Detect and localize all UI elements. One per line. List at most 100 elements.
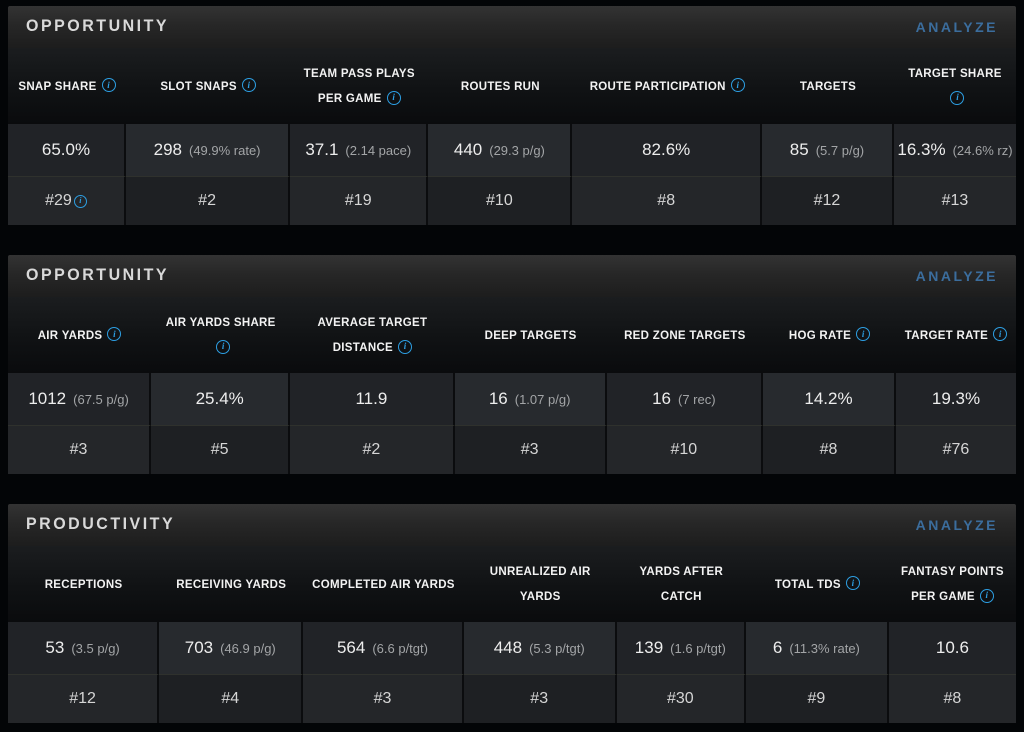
stat-value-cell: 65.0% (8, 124, 126, 177)
stat-header-air-yards-share: AIR YARDS SHARE i (151, 297, 290, 373)
stat-rank-cell: #8 (572, 177, 762, 225)
stat-value-cell: 16 (7 rec) (606, 373, 763, 426)
stat-rank: #8 (657, 192, 676, 209)
stat-label: HOG RATE (788, 329, 852, 342)
stat-label: DEEP TARGETS (484, 329, 577, 342)
stat-rank: #8 (819, 441, 838, 458)
stat-subvalue: (24.6% rz) (952, 142, 1013, 158)
stat-rank: #10 (486, 192, 513, 209)
stat-header-row: RECEPTIONS RECEIVING YARDS COMPLETED AIR… (8, 546, 1016, 622)
stat-value: 298 (153, 140, 182, 159)
stat-value: 703 (184, 638, 214, 657)
stat-rank-cell: #4 (159, 675, 304, 723)
stat-rank-cell: #2 (290, 426, 455, 474)
stat-value-cell: 448 (5.3 p/tgt) (463, 622, 617, 675)
stat-rank-cell: #9 (745, 675, 889, 723)
stat-value-cell: 298 (49.9% rate) (125, 124, 291, 177)
stat-label: COMPLETED AIR YARDS (312, 578, 455, 591)
stat-header-routes-run: ROUTES RUN (428, 48, 572, 124)
stat-label: AIR YARDS SHARE (165, 317, 276, 330)
stat-header-receptions: RECEPTIONS (8, 546, 159, 622)
stat-subvalue: (46.9 p/g) (220, 640, 276, 656)
stat-subvalue: (1.07 p/g) (514, 391, 571, 407)
stat-label: TOTAL TDS (774, 578, 841, 591)
stat-rank: #30 (666, 690, 694, 707)
stat-value-cell: 37.1 (2.14 pace) (290, 124, 429, 177)
analyze-link[interactable]: ANALYZE (915, 268, 998, 284)
stat-value: 1012 (28, 389, 67, 408)
stat-value: 6 (772, 638, 783, 657)
stat-rank-cell: #10 (428, 177, 573, 225)
stat-rank-cell: #5 (151, 426, 291, 474)
stat-rank-cell: #8 (888, 675, 1016, 723)
stat-label: YARDS AFTER CATCH (639, 566, 724, 603)
stat-rank: #3 (530, 690, 549, 707)
info-icon[interactable]: i (950, 90, 965, 105)
stat-value-cell: 1012 (67.5 p/g) (8, 373, 152, 426)
stat-rank: #3 (69, 441, 88, 458)
opportunity-card-2: OPPORTUNITY ANALYZE AIR YARDS i AIR YARDS… (8, 255, 1016, 474)
stat-value-cell: 85 (5.7 p/g) (761, 124, 894, 177)
stat-value-cell: 25.4% (151, 373, 291, 426)
stat-subvalue: (5.7 p/g) (815, 142, 865, 158)
section-header: PRODUCTIVITY ANALYZE (8, 504, 1016, 546)
info-icon[interactable]: i (398, 339, 413, 354)
stat-label: AVERAGE TARGET DISTANCE (317, 317, 428, 354)
info-icon[interactable]: i (993, 327, 1008, 342)
info-icon[interactable]: i (845, 576, 860, 591)
info-icon[interactable]: i (979, 588, 994, 603)
stat-value: 10.6 (935, 638, 969, 657)
stat-value: 65.0% (41, 140, 91, 159)
stat-label: TARGET RATE (904, 329, 989, 342)
stat-rank-cell: #3 (454, 426, 607, 474)
analyze-link[interactable]: ANALYZE (915, 517, 998, 533)
stat-header-total-tds: TOTAL TDS i (746, 546, 889, 622)
stat-subvalue: (29.3 p/g) (489, 142, 545, 158)
info-icon[interactable]: i (101, 78, 116, 93)
stat-header-fantasy-points-per-game: FANTASY POINTS PER GAME i (889, 546, 1016, 622)
stat-value: 25.4% (195, 389, 244, 408)
stat-value: 85 (789, 140, 809, 159)
stat-subvalue: (6.6 p/tgt) (372, 640, 428, 656)
info-icon[interactable]: i (386, 90, 401, 105)
stat-value-cell: 16 (1.07 p/g) (454, 373, 607, 426)
stat-rank-cell: #76 (896, 426, 1016, 474)
stat-header-snap-share: SNAP SHARE i (8, 48, 126, 124)
stat-subvalue: (3.5 p/g) (71, 640, 120, 656)
stat-rank-cell: #8 (762, 426, 896, 474)
stat-value: 19.3% (931, 389, 981, 408)
info-icon[interactable]: i (856, 327, 871, 342)
stat-rank-row: #12 #4 #3 #3 #30 #9 #8 (8, 675, 1016, 723)
stat-rank-cell: #2 (125, 177, 291, 225)
stat-value-row: 53 (3.5 p/g) 703 (46.9 p/g) 564 (6.6 p/tgt)… (8, 622, 1016, 675)
info-icon[interactable]: i (107, 327, 122, 342)
stat-header-air-yards: AIR YARDS i (8, 297, 151, 373)
info-icon[interactable]: i (216, 339, 231, 354)
analyze-link[interactable]: ANALYZE (915, 19, 998, 35)
stat-rank: #5 (210, 441, 229, 458)
stat-subvalue: (67.5 p/g) (73, 391, 129, 407)
stat-rank-row: #3 #5 #2 #3 #10 #8 #76 (8, 426, 1016, 474)
stat-rank-cell: #3 (303, 675, 464, 723)
stat-value: 37.1 (305, 140, 339, 159)
stat-value: 440 (453, 140, 483, 159)
info-icon[interactable]: i (730, 78, 745, 93)
stat-header-team-pass-plays: TEAM PASS PLAYS PER GAME i (290, 48, 428, 124)
stat-subvalue: (1.6 p/tgt) (670, 640, 726, 656)
info-icon[interactable]: i (73, 194, 87, 208)
stat-header-route-participation: ROUTE PARTICIPATION i (572, 48, 762, 124)
stat-rank: #19 (344, 192, 372, 209)
stat-value-cell: 16.3% (24.6% rz) (894, 124, 1016, 177)
stat-value-cell: 14.2% (762, 373, 896, 426)
info-icon[interactable]: i (241, 78, 256, 93)
stat-rank: #2 (198, 192, 216, 209)
productivity-card: PRODUCTIVITY ANALYZE RECEPTIONS RECEIVIN… (8, 504, 1016, 723)
stat-label: AIR YARDS (37, 329, 103, 342)
stat-header-deep-targets: DEEP TARGETS (455, 297, 607, 373)
stat-value: 53 (45, 638, 65, 657)
stat-value-cell: 6 (11.3% rate) (745, 622, 889, 675)
stat-value-row: 65.0% 298 (49.9% rate) 37.1 (2.14 pace) 44… (8, 124, 1016, 177)
stat-rank: #9 (807, 690, 826, 707)
stat-label: ROUTES RUN (460, 80, 540, 93)
stat-label: UNREALIZED AIR YARDS (489, 566, 591, 603)
